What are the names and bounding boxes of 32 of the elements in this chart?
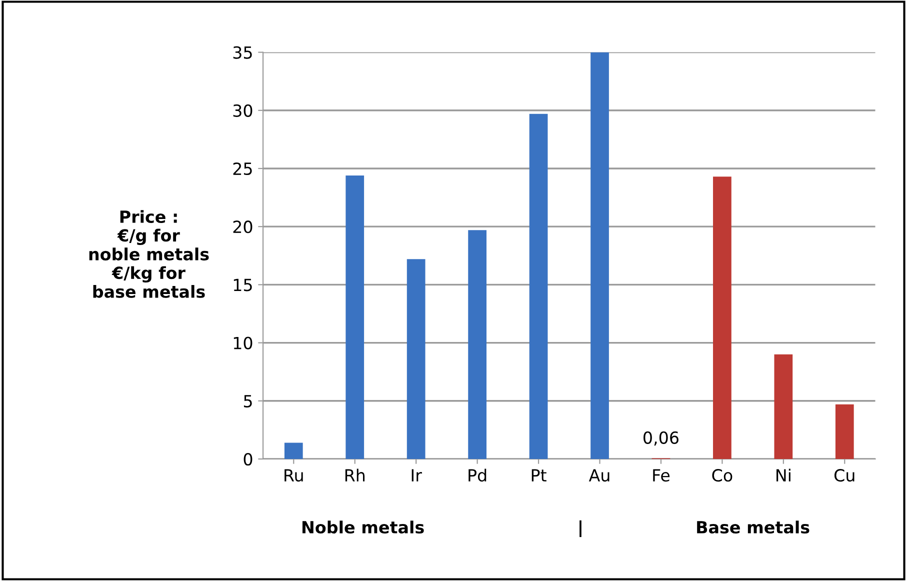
y-tick-label: 30 — [233, 104, 252, 117]
text: | — [580, 520, 582, 538]
y-tick-label: 35 — [233, 46, 252, 59]
x-tick-label: Pd — [468, 468, 486, 482]
x-tick-label: Fe — [653, 469, 670, 482]
x-tick-label: Co — [712, 469, 732, 482]
data-label: 0,06 — [644, 431, 678, 446]
bar — [406, 259, 426, 459]
text: Base metals — [697, 520, 810, 534]
x-tick-label: Ir — [412, 469, 422, 482]
y-axis-title: Price : €/g for noble metals €/kg for base metals — [89, 210, 209, 298]
bar — [835, 404, 854, 459]
y-tick-label: 20 — [233, 220, 252, 234]
bar — [713, 176, 732, 459]
x-tick-label: Au — [588, 469, 610, 482]
x-tick-label: Rh — [345, 468, 365, 482]
y-tick-label: 5 — [244, 395, 252, 408]
bar — [529, 114, 548, 459]
y-tick-label: 0 — [244, 452, 252, 466]
x-tick-label: Ru — [284, 469, 303, 482]
bar — [774, 354, 793, 459]
x-tick-label: Ni — [776, 468, 790, 482]
x-tick-label: Pt — [532, 469, 546, 482]
y-tick-label: 10 — [234, 336, 252, 350]
text: Noble metals — [302, 520, 424, 534]
x-tick-label: Cu — [834, 469, 854, 482]
bar — [590, 52, 609, 459]
bar — [284, 442, 303, 459]
bar — [468, 230, 486, 459]
bar — [346, 175, 364, 459]
y-tick-label: 15 — [234, 278, 252, 292]
y-tick-label: 25 — [233, 162, 252, 176]
